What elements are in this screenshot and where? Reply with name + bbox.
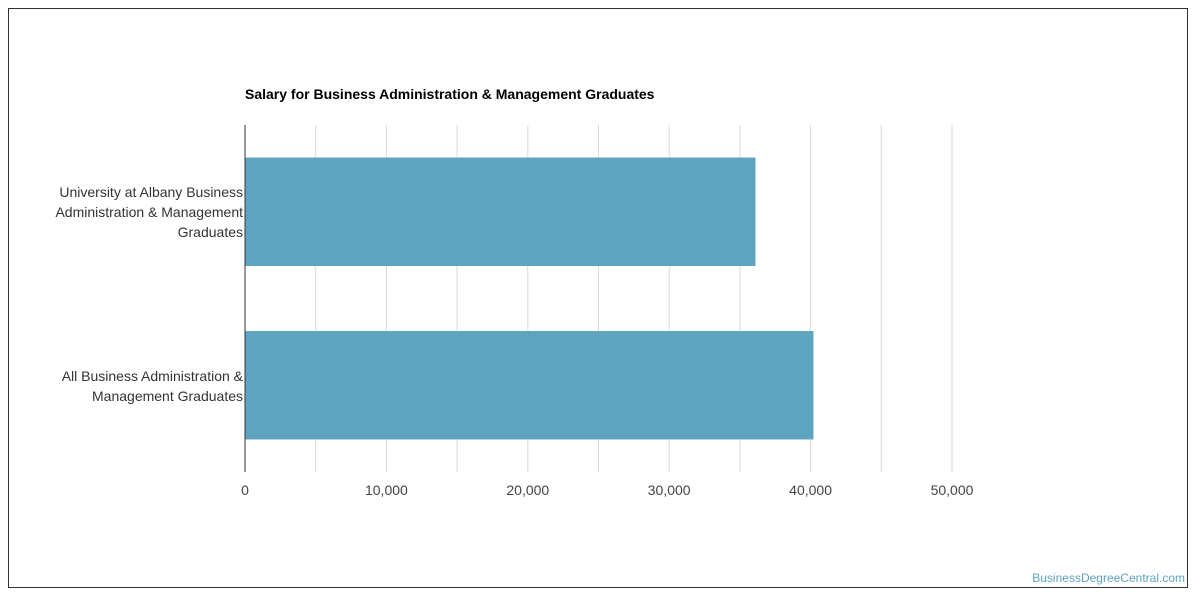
category-label-line: Administration & Management: [55, 204, 243, 220]
category-label-line: University at Albany Business: [59, 184, 243, 200]
category-label-university-at-albany: University at Albany Business Administra…: [13, 182, 243, 242]
bar: [245, 331, 814, 440]
bar: [245, 157, 756, 266]
chart-title: Salary for Business Administration & Man…: [245, 86, 655, 102]
x-tick-label: 30,000: [647, 482, 691, 498]
x-tick-label: 0: [241, 482, 249, 498]
x-tick-label: 50,000: [930, 482, 974, 498]
x-tick-label: 20,000: [506, 482, 550, 498]
bars: [245, 157, 814, 440]
x-tick-label: 40,000: [789, 482, 833, 498]
category-label-line: Graduates: [177, 224, 243, 240]
category-label-line: Management Graduates: [92, 388, 243, 404]
category-label-all-graduates: All Business Administration & Management…: [13, 366, 243, 406]
watermark-link[interactable]: BusinessDegreeCentral.com: [1032, 571, 1185, 585]
category-label-line: All Business Administration &: [61, 368, 243, 384]
x-tick-label: 10,000: [364, 482, 408, 498]
